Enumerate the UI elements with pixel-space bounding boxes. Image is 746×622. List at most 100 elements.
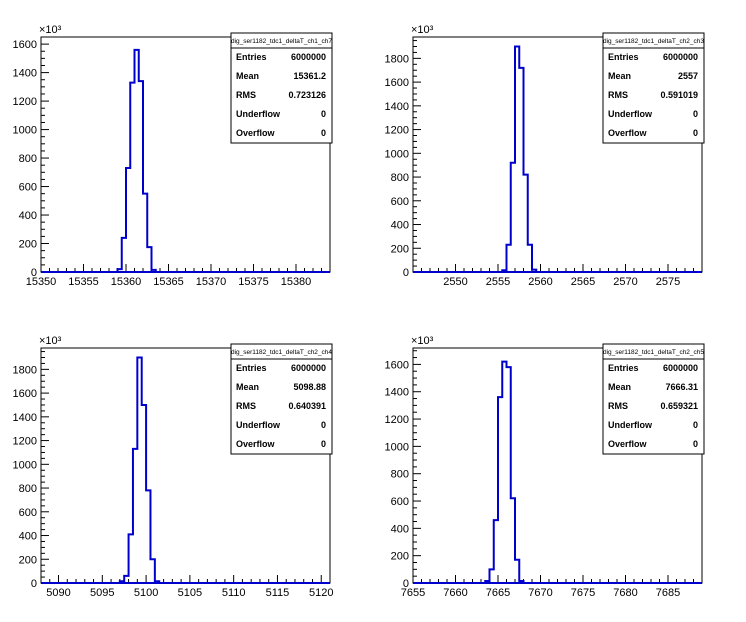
histogram-pad-1: 0 200 400 600 800 1000 1200 1400 1600×10³ 15350 15… [13,24,333,288]
stats-entries-value: 6000000 [663,52,698,62]
x-tick-label: 15375 [238,276,269,288]
stats-overflow-label: Overflow [608,439,648,449]
stats-underflow-label: Underflow [236,420,281,430]
stats-overflow-label: Overflow [236,439,276,449]
stats-overflow-label: Overflow [236,128,276,138]
x-tick-label: 15370 [196,276,227,288]
x-tick-label: 5110 [222,587,246,599]
stats-rms-value: 0.591019 [660,90,698,100]
y-tick-label: 200 [391,551,409,563]
y-tick-label: 1800 [13,364,37,376]
y-tick-label: 200 [391,243,409,255]
stats-box-frame [230,32,333,144]
x-tick-label: 7685 [656,587,680,599]
stats-mean-label: Mean [608,382,631,392]
stats-underflow-label: Underflow [236,109,281,119]
y-tick-label: 1000 [13,125,37,137]
stats-mean-value: 7666.31 [665,382,698,392]
x-tick-label: 15365 [153,276,184,288]
y-exponent-label: ×10³ [39,335,62,347]
stats-box-frame [230,343,333,455]
y-tick-label: 400 [391,220,409,232]
x-tick-label: 15350 [26,276,57,288]
y-tick-label: 1600 [13,388,37,400]
stats-box-frame [602,32,705,144]
histogram-line [485,45,545,273]
stats-underflow-label: Underflow [608,420,653,430]
histogram-line [472,360,532,584]
x-tick-label: 2555 [486,276,510,288]
y-tick-label: 400 [19,531,37,543]
x-tick-label: 7660 [443,587,467,599]
stats-rms-label: RMS [608,401,628,411]
x-tick-label: 7665 [486,587,510,599]
y-tick-label: 0 [403,267,409,279]
stats-entries-value: 6000000 [291,363,326,373]
stats-overflow-value: 0 [693,128,698,138]
y-tick-label: 1200 [13,96,37,108]
histogram-pad-2: 0 200 400 600 800 1000 1200 1400 1600 1800 ×10³ 255… [385,24,705,288]
y-exponent-label: ×10³ [411,24,434,36]
stats-box: dig_ser1182_tdc1_deltaT_ch2_ch5 Entries 60… [602,343,705,455]
x-tick-label: 15360 [111,276,142,288]
y-tick-label: 1600 [385,77,409,89]
y-tick-label: 200 [19,554,37,566]
stats-box-frame [602,343,705,455]
stats-underflow-value: 0 [693,109,698,119]
y-tick-label: 1800 [385,53,409,65]
histogram-pad-3: 0 200 400 600 800 1000 1200 1400 1600 1800 ×10³ 509… [13,335,334,599]
x-tick-label: 7680 [613,587,637,599]
y-tick-label: 1400 [13,68,37,80]
y-tick-label: 1600 [13,39,37,51]
histogram-pad-4: 0 200 400 600 800 1000 1200 1400 1600×10³ 7655 766… [385,335,705,599]
stats-box: dig_ser1182_tdc1_deltaT_ch1_ch7 Entries 60… [230,32,333,144]
histogram-line [106,356,168,584]
y-tick-label: 0 [31,267,37,279]
x-tick-label: 15380 [281,276,312,288]
stats-rms-label: RMS [608,90,628,100]
x-tick-label: 7670 [528,587,552,599]
x-tick-label: 2575 [656,276,680,288]
y-tick-label: 1200 [385,125,409,137]
stats-rms-label: RMS [236,90,256,100]
stats-box: dig_ser1182_tdc1_deltaT_ch2_ch4 Entries 60… [230,343,333,455]
stats-box-title: dig_ser1182_tdc1_deltaT_ch2_ch5 [603,349,704,356]
y-tick-label: 0 [31,578,37,590]
stats-overflow-value: 0 [321,439,326,449]
x-tick-label: 5100 [134,587,158,599]
x-tick-label: 5105 [178,587,202,599]
stats-underflow-value: 0 [693,420,698,430]
stats-overflow-value: 0 [321,128,326,138]
y-tick-label: 1400 [13,412,37,424]
y-tick-label: 200 [19,239,37,251]
y-tick-label: 1400 [385,101,409,113]
stats-box-title: dig_ser1182_tdc1_deltaT_ch2_ch4 [231,349,332,356]
stats-mean-label: Mean [236,382,259,392]
y-tick-label: 800 [19,153,37,165]
stats-entries-label: Entries [608,52,639,62]
y-tick-label: 1200 [385,414,409,426]
stats-rms-value: 0.723126 [288,90,326,100]
y-tick-label: 400 [19,210,37,222]
y-tick-label: 800 [19,483,37,495]
x-tick-label: 7655 [401,587,425,599]
stats-rms-value: 0.640391 [288,401,326,411]
stats-entries-label: Entries [236,52,267,62]
histogram-line [100,48,165,273]
y-tick-label: 1000 [13,459,37,471]
stats-mean-value: 5098.88 [293,382,326,392]
y-exponent-label: ×10³ [411,335,434,347]
x-tick-label: 2560 [528,276,552,288]
x-tick-label: 5115 [266,587,290,599]
y-tick-label: 600 [19,507,37,519]
y-tick-label: 600 [391,496,409,508]
stats-mean-label: Mean [236,71,259,81]
x-tick-label: 5095 [90,587,114,599]
y-tick-label: 1600 [385,359,409,371]
x-tick-label: 2565 [571,276,595,288]
y-tick-label: 400 [391,523,409,535]
x-tick-label: 5120 [309,587,333,599]
stats-box-title: dig_ser1182_tdc1_deltaT_ch2_ch3 [603,38,704,45]
x-tick-label: 7675 [571,587,595,599]
x-tick-label: 15355 [68,276,99,288]
